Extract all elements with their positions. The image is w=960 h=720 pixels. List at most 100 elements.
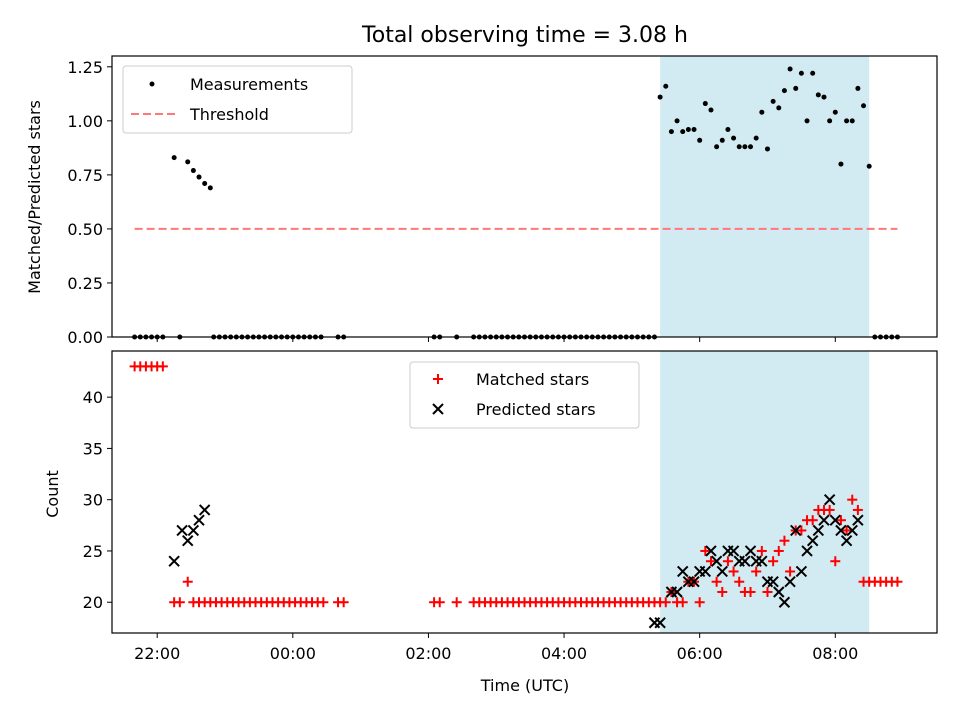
figure-title: Total observing time = 3.08 h bbox=[361, 23, 688, 48]
measurement-point bbox=[866, 163, 872, 169]
y-tick-label: 1.25 bbox=[67, 58, 103, 77]
measurement-point bbox=[776, 105, 782, 111]
measurement-point bbox=[815, 92, 821, 98]
matched-star-point bbox=[677, 597, 688, 608]
measurement-point bbox=[668, 129, 674, 135]
matched-star-point bbox=[182, 576, 193, 587]
predicted-star-point bbox=[846, 524, 858, 537]
predicted-star-point bbox=[688, 576, 700, 588]
measurement-point bbox=[855, 85, 861, 91]
matched-star-point bbox=[796, 525, 807, 536]
measurement-point bbox=[753, 135, 759, 141]
predicted-star-point bbox=[739, 555, 751, 567]
predicted-star-point bbox=[852, 514, 864, 526]
y-tick-label: 0.50 bbox=[67, 220, 103, 239]
predicted-star-point bbox=[773, 586, 785, 598]
predicted-star-point bbox=[767, 576, 779, 588]
matched-star-point bbox=[751, 566, 762, 577]
predicted-star-point bbox=[790, 524, 802, 537]
predicted-star-point bbox=[835, 524, 847, 537]
matched-star-point bbox=[728, 566, 739, 577]
predicted-star-point bbox=[705, 545, 717, 557]
x-tick-label: 00:00 bbox=[270, 644, 316, 663]
y-tick-label: 0.00 bbox=[67, 328, 103, 347]
legend-threshold-label: Threshold bbox=[189, 105, 269, 124]
x-axis-label: Time (UTC) bbox=[480, 676, 569, 695]
measurement-point bbox=[781, 88, 787, 94]
matched-star-point bbox=[338, 597, 349, 608]
measurement-point bbox=[731, 135, 737, 141]
matched-star-point bbox=[694, 597, 705, 608]
measurement-point bbox=[171, 155, 177, 161]
predicted-star-point bbox=[671, 586, 683, 598]
measurement-point bbox=[680, 129, 686, 135]
measurement-point bbox=[827, 118, 833, 124]
matched-star-point bbox=[847, 494, 858, 505]
predicted-star-point bbox=[710, 555, 723, 567]
measurement-point bbox=[793, 85, 799, 91]
legend-bottom-frame bbox=[409, 361, 640, 429]
matched-star-point bbox=[660, 597, 671, 608]
measurement-point bbox=[190, 168, 196, 174]
measurement-point bbox=[787, 66, 793, 72]
top-panel: 0.00 0.25 0.50 0.75 1.00 1.25 bbox=[67, 55, 938, 347]
matched-star-point bbox=[762, 586, 773, 597]
predicted-star-point bbox=[193, 514, 205, 526]
predicted-star-point bbox=[168, 555, 180, 567]
legend-predicted-label: Predicted stars bbox=[476, 400, 596, 419]
matched-star-point bbox=[824, 504, 835, 515]
measurement-point bbox=[759, 109, 765, 115]
measurement-point bbox=[207, 185, 213, 191]
predicted-star-point bbox=[744, 545, 757, 557]
measurement-point bbox=[770, 98, 776, 104]
predicted-star-point bbox=[187, 524, 200, 537]
measurement-point bbox=[764, 146, 770, 152]
legend-matched-marker bbox=[433, 374, 443, 384]
predicted-star-point bbox=[806, 535, 819, 547]
matched-star-point bbox=[722, 556, 733, 567]
matched-star-point bbox=[451, 597, 462, 608]
legend-matched-label: Matched stars bbox=[476, 370, 589, 389]
axes-frame bbox=[111, 55, 938, 338]
legend-bottom: Matched stars Predicted stars bbox=[409, 361, 640, 429]
legend-predicted-marker bbox=[432, 403, 444, 415]
x-tick-label: 04:00 bbox=[541, 644, 587, 663]
measurement-point bbox=[821, 94, 827, 100]
bottom-ylabel: Count bbox=[43, 470, 62, 518]
matched-star-point bbox=[734, 576, 745, 587]
observing-window-span bbox=[660, 56, 870, 337]
x-tick-label: 06:00 bbox=[677, 644, 723, 663]
y-tick-label: 35 bbox=[83, 439, 103, 458]
measurement-point bbox=[202, 181, 208, 187]
legend-measurements-marker bbox=[149, 81, 155, 87]
matched-star-point bbox=[841, 525, 852, 536]
predicted-star-point bbox=[677, 565, 689, 578]
predicted-star-point bbox=[778, 596, 791, 608]
observing-window-span bbox=[660, 351, 870, 633]
predicted-star-point bbox=[716, 565, 728, 578]
matched-star-point bbox=[807, 515, 818, 526]
matched-star-point bbox=[157, 361, 168, 372]
bottom-panel: 20 25 30 35 40 22:00 00:00 02:00 04:00 06:00 08:00 bbox=[83, 350, 938, 663]
measurement-point bbox=[849, 118, 855, 124]
matched-star-point bbox=[756, 545, 767, 556]
measurement-point bbox=[798, 70, 804, 76]
measurement-point bbox=[702, 101, 708, 107]
measurement-point bbox=[663, 83, 669, 89]
predicted-star-point bbox=[176, 524, 188, 537]
measurement-point bbox=[691, 126, 697, 132]
x-tick-label: 02:00 bbox=[405, 644, 451, 663]
measurement-point bbox=[736, 144, 742, 150]
measurement-point bbox=[657, 94, 663, 100]
predicted-star-point bbox=[198, 504, 211, 516]
measurement-point bbox=[861, 103, 867, 109]
matched-star-point bbox=[705, 556, 716, 567]
matched-star-point bbox=[318, 597, 329, 608]
measurement-point bbox=[697, 137, 703, 143]
measurement-point bbox=[838, 161, 844, 167]
top-ylabel: Matched/Predicted stars bbox=[25, 100, 44, 294]
legend-top: Measurements Threshold bbox=[122, 65, 353, 134]
matched-star-point bbox=[174, 597, 185, 608]
measurement-point bbox=[674, 118, 680, 124]
